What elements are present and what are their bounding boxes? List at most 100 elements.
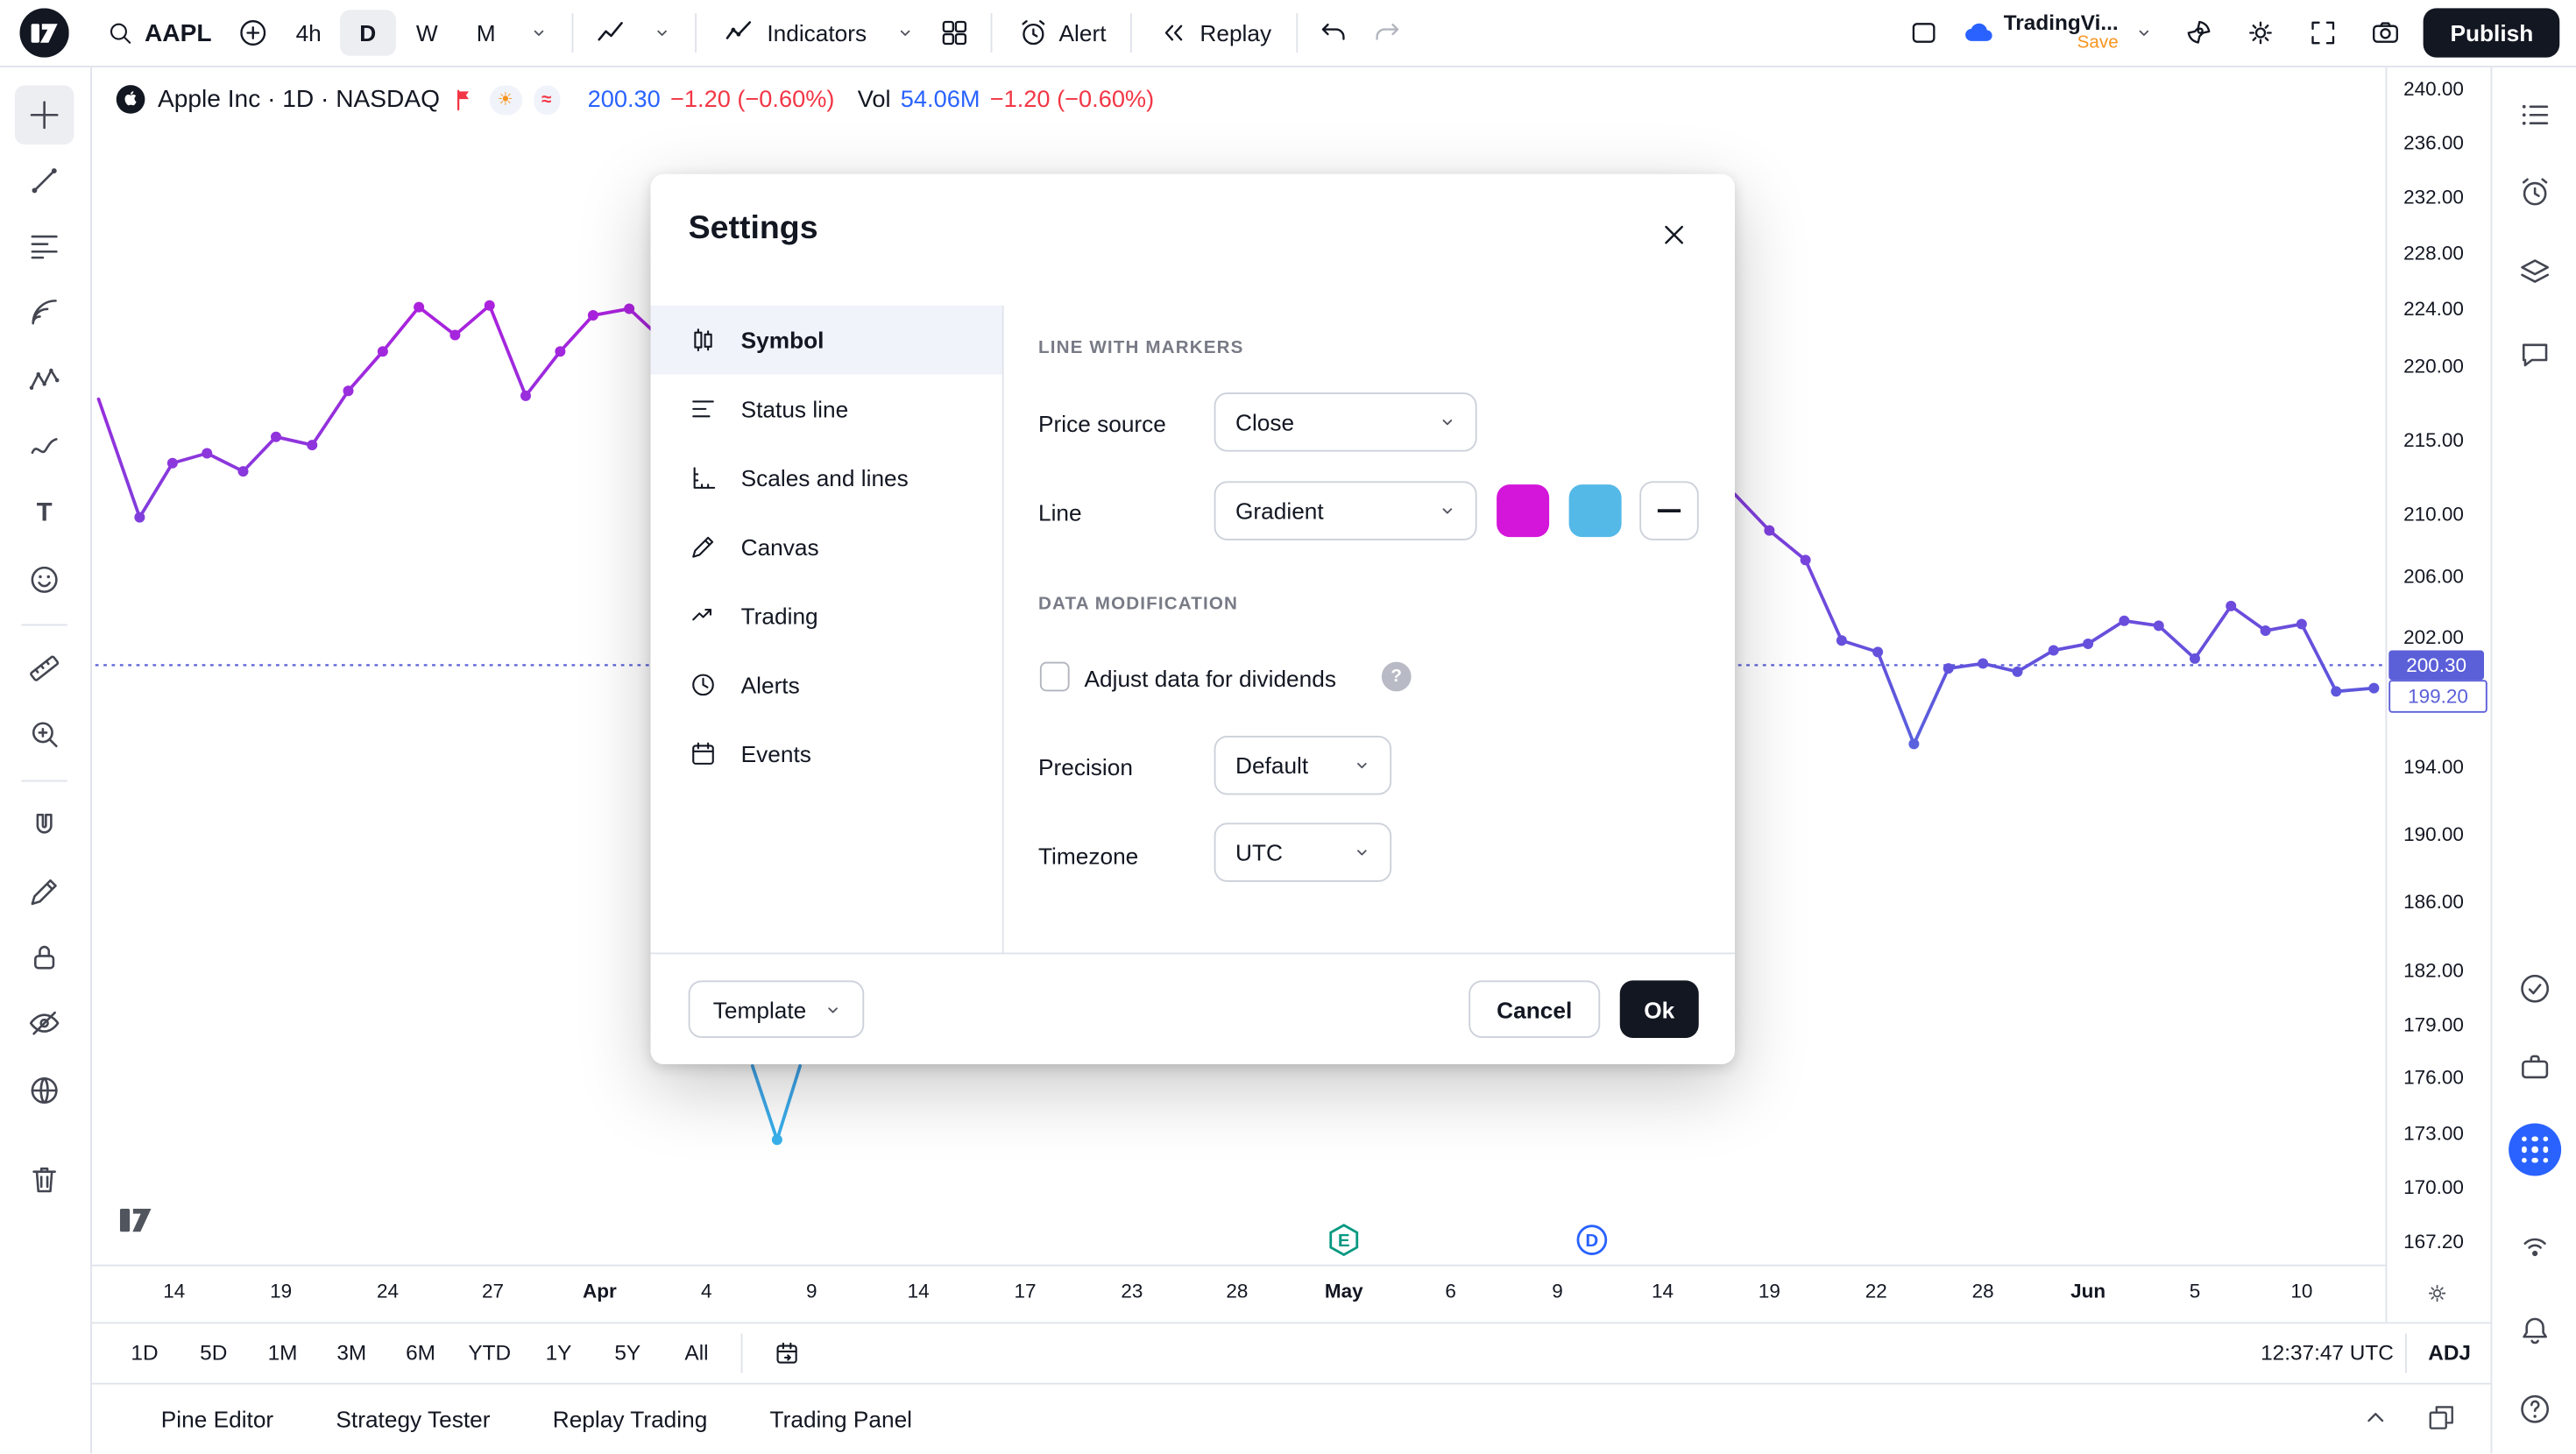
go-to-date-button[interactable] bbox=[754, 1331, 820, 1374]
magnet-mode-button[interactable] bbox=[15, 796, 74, 856]
fib-retracement-tool-button[interactable] bbox=[15, 217, 74, 277]
line-color-1-swatch[interactable] bbox=[1497, 484, 1550, 538]
object-tree-button[interactable] bbox=[2505, 244, 2565, 303]
add-symbol-button[interactable] bbox=[228, 8, 277, 57]
emoji-tool-button[interactable] bbox=[15, 550, 74, 610]
interval-4h[interactable]: 4h bbox=[295, 19, 322, 46]
price-source-select[interactable]: Close bbox=[1214, 392, 1477, 452]
text-tool-button[interactable]: T bbox=[15, 483, 74, 542]
ok-button[interactable]: Ok bbox=[1619, 980, 1699, 1038]
intervals-menu-button[interactable] bbox=[517, 8, 560, 57]
panel-expand-button[interactable] bbox=[2360, 1400, 2393, 1437]
cancel-button[interactable]: Cancel bbox=[1468, 980, 1601, 1038]
lock-all-drawings-button[interactable] bbox=[15, 928, 74, 987]
time-axis[interactable]: 14 19 24 27 Apr 4 9 14 17 23 28 May 6 9 14 19 22 28 Jun 5 10 bbox=[92, 1264, 2386, 1324]
range-button[interactable]: 1D bbox=[131, 1340, 159, 1366]
indicator-templates-button[interactable] bbox=[883, 8, 926, 57]
publish-button[interactable]: Publish bbox=[2424, 8, 2560, 58]
brush-tool-button[interactable] bbox=[15, 417, 74, 476]
sunrise-badge[interactable]: ☀ bbox=[489, 84, 522, 115]
template-dropdown-button[interactable]: Template bbox=[688, 980, 864, 1038]
clock-display[interactable]: 12:37:47 UTC bbox=[2261, 1340, 2394, 1366]
notifications-button[interactable] bbox=[2505, 1301, 2565, 1360]
layout-select-button[interactable] bbox=[1899, 8, 1948, 57]
interval-1m[interactable]: M bbox=[476, 19, 496, 46]
axis-settings-gear-icon[interactable] bbox=[2425, 1281, 2450, 1311]
crosshair-tool-button[interactable] bbox=[14, 85, 74, 145]
chart-type-button[interactable] bbox=[584, 8, 637, 57]
range-button[interactable]: 5Y bbox=[614, 1340, 641, 1366]
range-button[interactable]: YTD bbox=[468, 1340, 512, 1366]
patterns-tool-button[interactable] bbox=[15, 351, 74, 411]
interval-1d[interactable]: D bbox=[339, 10, 396, 56]
apps-grid-button[interactable] bbox=[2505, 1120, 2565, 1180]
streams-button[interactable] bbox=[2505, 1218, 2565, 1278]
range-button[interactable]: 5D bbox=[200, 1340, 228, 1366]
tradingview-logo[interactable] bbox=[19, 8, 69, 58]
interval-1w[interactable]: W bbox=[415, 19, 438, 46]
line-color-2-swatch[interactable] bbox=[1568, 484, 1622, 538]
price-axis[interactable]: 240.00 236.00 232.00 228.00 224.00 220.00 215.… bbox=[2385, 67, 2493, 1323]
help-button[interactable] bbox=[2505, 1380, 2565, 1439]
symbol-search-button[interactable]: AAPL bbox=[92, 8, 225, 57]
measure-tool-button[interactable] bbox=[15, 639, 74, 698]
replay-button[interactable]: Replay bbox=[1144, 8, 1284, 57]
line-type-select[interactable]: Gradient bbox=[1214, 481, 1477, 540]
layout-name-button[interactable]: TradingVi... Save bbox=[1961, 12, 2161, 53]
adjust-dividends-checkbox[interactable] bbox=[1039, 661, 1070, 692]
range-button[interactable]: 1Y bbox=[545, 1340, 572, 1366]
order-panel-button[interactable] bbox=[2505, 959, 2565, 1019]
earnings-marker[interactable]: E bbox=[1327, 1224, 1361, 1257]
flag-icon[interactable] bbox=[451, 86, 478, 112]
remove-drawings-button[interactable] bbox=[15, 1150, 74, 1210]
screenshot-button[interactable] bbox=[2361, 8, 2410, 57]
nav-item-canvas[interactable]: Canvas bbox=[651, 512, 1002, 582]
help-tooltip-icon[interactable]: ? bbox=[1381, 661, 1412, 692]
save-link[interactable]: Save bbox=[2077, 32, 2119, 53]
fullscreen-button[interactable] bbox=[2299, 8, 2348, 57]
range-button[interactable]: 3M bbox=[336, 1340, 367, 1366]
hide-all-drawings-button[interactable] bbox=[15, 993, 74, 1053]
boost-button[interactable] bbox=[2174, 8, 2223, 57]
indicators-button[interactable]: Indicators bbox=[708, 8, 880, 57]
tab-trading-panel[interactable]: Trading Panel bbox=[769, 1406, 913, 1432]
range-button[interactable]: 1M bbox=[267, 1340, 298, 1366]
symbol-title[interactable]: Apple Inc · 1D · NASDAQ bbox=[158, 85, 441, 114]
watchlist-button[interactable] bbox=[2505, 86, 2565, 145]
dividends-marker[interactable]: D bbox=[1575, 1224, 1609, 1257]
zoom-in-tool-button[interactable] bbox=[15, 704, 74, 764]
sync-drawings-button[interactable] bbox=[15, 1061, 74, 1120]
precision-select[interactable]: Default bbox=[1214, 736, 1392, 795]
redo-button[interactable] bbox=[1362, 8, 1411, 57]
waves-badge[interactable]: ≈ bbox=[533, 84, 560, 115]
nav-item-alerts[interactable]: Alerts bbox=[651, 651, 1002, 720]
gann-fib-tools-button[interactable] bbox=[15, 283, 74, 342]
nav-item-trading[interactable]: Trading bbox=[651, 582, 1002, 651]
panel-restore-button[interactable] bbox=[2425, 1400, 2459, 1437]
chart-settings-button[interactable] bbox=[2237, 8, 2286, 57]
tab-replay-trading[interactable]: Replay Trading bbox=[552, 1406, 708, 1432]
price-line-marker bbox=[414, 301, 425, 313]
nav-item-events[interactable]: Events bbox=[651, 719, 1002, 788]
drawing-mode-button[interactable] bbox=[15, 862, 74, 921]
divider bbox=[21, 624, 67, 626]
trading-panel-button[interactable] bbox=[2505, 1038, 2565, 1098]
grid-layout-button[interactable] bbox=[929, 8, 978, 57]
adjusted-data-toggle[interactable]: ADJ bbox=[2428, 1340, 2471, 1366]
chat-button[interactable] bbox=[2505, 325, 2565, 385]
nav-item-symbol[interactable]: Symbol bbox=[650, 305, 1002, 375]
line-style-button[interactable] bbox=[1639, 481, 1699, 540]
nav-item-scales-and-lines[interactable]: Scales and lines bbox=[651, 443, 1002, 512]
alerts-panel-button[interactable] bbox=[2505, 163, 2565, 222]
timezone-select[interactable]: UTC bbox=[1214, 822, 1392, 882]
range-button[interactable]: 6M bbox=[406, 1340, 435, 1366]
nav-item-status-line[interactable]: Status line bbox=[651, 375, 1002, 444]
undo-button[interactable] bbox=[1309, 8, 1358, 57]
trend-line-tool-button[interactable] bbox=[15, 152, 74, 211]
range-button[interactable]: All bbox=[684, 1340, 709, 1366]
tab-pine-editor[interactable]: Pine Editor bbox=[160, 1406, 274, 1432]
dialog-close-button[interactable] bbox=[1656, 217, 1692, 253]
alert-button[interactable]: Alert bbox=[1003, 8, 1120, 57]
tab-strategy-tester[interactable]: Strategy Tester bbox=[336, 1406, 491, 1432]
chart-type-menu-button[interactable] bbox=[640, 8, 683, 57]
